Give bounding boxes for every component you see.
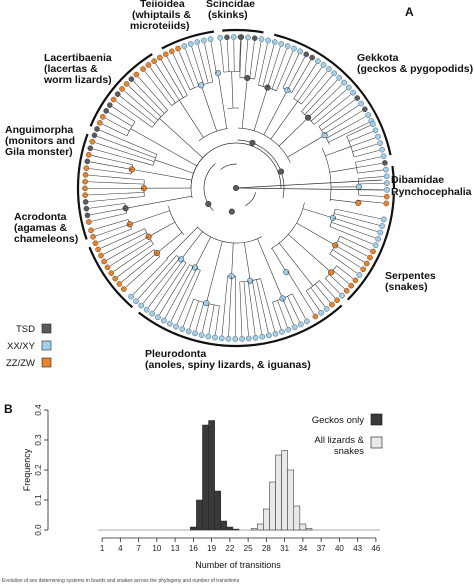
clade-label-lacertibaenia: Lacertibaenia (lacertas & worm lizards) (43, 52, 112, 86)
y-axis: 0.0 0.1 0.2 0.3 0.4 (34, 404, 49, 536)
bar-all-lizards-snakes (269, 481, 276, 531)
legend-swatch-all (370, 436, 383, 449)
svg-text:(snakes): (snakes) (385, 281, 428, 293)
x-tick-label: 37 (317, 544, 326, 553)
svg-text:(agamas &: (agamas & (14, 222, 68, 234)
y-tick-label: 0.3 (34, 434, 43, 446)
panel-b-label: B (4, 402, 13, 416)
clade-label-scincidae: Scincidae (skinks) (206, 0, 255, 21)
clade-label-acrodonta: Acrodonta (agamas & chameleons) (14, 211, 78, 245)
histogram-legend: Geckos only All lizards & snakes (312, 413, 383, 457)
x-tick-label: 4 (118, 544, 123, 553)
x-tick-label: 13 (171, 544, 180, 553)
x-tick-label: 25 (244, 544, 253, 553)
clade-label-rynchocephalia: Rynchocephalia (391, 186, 472, 198)
svg-text:(monitors and: (monitors and (5, 135, 75, 147)
svg-text:Acrodonta: Acrodonta (14, 211, 67, 223)
x-tick-label: 1 (100, 544, 105, 553)
legend-label-zzzw: ZZ/ZW (6, 358, 35, 369)
bar-geckos-only (190, 526, 197, 531)
bar-all-lizards-snakes (250, 528, 258, 531)
legend-swatch-zzzw (41, 357, 52, 368)
bar-all-lizards-snakes (263, 508, 270, 531)
clade-label-teiioidea: Teiioidea (whiptails & microteiids) (130, 0, 191, 32)
svg-text:Rynchocephalia: Rynchocephalia (391, 186, 472, 198)
svg-text:Pleurodonta: Pleurodonta (145, 348, 206, 360)
y-tick-label: 0.2 (34, 464, 43, 476)
clade-label-dibamidae: Dibamidae (391, 174, 444, 186)
phylogenetic-tree (82, 34, 390, 342)
legend-label-geckos: Geckos only (312, 415, 365, 426)
y-axis-label: Frequency (22, 448, 32, 491)
x-axis: 1 4 7 10 13 16 19 22 25 28 31 34 37 40 43 46 (100, 537, 381, 553)
bar-geckos-only (214, 490, 221, 531)
svg-text:Lacertibaenia: Lacertibaenia (44, 52, 112, 64)
svg-text:Dibamidae: Dibamidae (391, 174, 444, 186)
y-tick-label: 0.1 (34, 494, 43, 506)
bar-all-lizards-snakes (305, 528, 313, 531)
bar-geckos-only (226, 526, 234, 531)
clade-arcs (76, 28, 396, 348)
legend-swatch-tsd (41, 323, 52, 334)
legend-label-all: All lizards & (314, 435, 364, 446)
svg-text:Gekkota: Gekkota (357, 52, 399, 64)
legend-swatch-geckos (370, 413, 383, 426)
x-tick-label: 10 (152, 544, 161, 553)
bar-geckos-only (202, 424, 209, 531)
y-tick-label: 0.0 (34, 524, 43, 536)
svg-text:(skinks): (skinks) (208, 9, 248, 21)
legend-label-xxxy: XX/XY (7, 341, 36, 352)
bar-all-lizards-snakes (257, 523, 264, 531)
x-tick-label: 46 (371, 544, 380, 553)
svg-text:Gila monster): Gila monster) (5, 146, 73, 158)
clade-label-pleurodonta: Pleurodonta (anoles, spiny lizards, & ig… (145, 348, 311, 371)
svg-text:Serpentes: Serpentes (385, 270, 436, 282)
bar-geckos-only (196, 499, 203, 531)
svg-text:microteiids): microteiids) (130, 20, 190, 32)
bar-all-lizards-snakes (281, 450, 288, 531)
svg-text:Scincidae: Scincidae (206, 0, 255, 10)
legend-label-tsd: TSD (16, 324, 35, 335)
svg-text:(lacertas &: (lacertas & (44, 63, 98, 75)
svg-text:(anoles, spiny lizards, & igua: (anoles, spiny lizards, & iguanas) (145, 359, 311, 371)
svg-text:(geckos & pygopodids): (geckos & pygopodids) (357, 63, 473, 75)
x-tick-label: 31 (280, 544, 289, 553)
x-tick-label: 19 (207, 544, 216, 553)
legend-label-all-2: snakes (334, 446, 364, 457)
x-tick-label: 22 (225, 544, 234, 553)
svg-text:Teiioidea: Teiioidea (140, 0, 185, 10)
bar-all-lizards-snakes (293, 505, 301, 531)
svg-text:worm lizards): worm lizards) (43, 74, 112, 86)
x-tick-label: 7 (136, 544, 141, 553)
bar-geckos-only (232, 528, 240, 531)
histogram-bars (98, 420, 380, 531)
clade-label-anguimorpha: Anguimorpha (monitors and Gila monster) (5, 124, 75, 158)
clade-label-gekkota: Gekkota (geckos & pygopodids) (357, 52, 473, 75)
svg-text:Anguimorpha: Anguimorpha (5, 124, 73, 136)
legend-swatch-xxxy (41, 340, 52, 351)
y-tick-label: 0.4 (34, 404, 43, 416)
bar-geckos-only (220, 520, 228, 531)
bar-geckos-only (208, 420, 215, 531)
svg-text:chameleons): chameleons) (14, 233, 78, 245)
x-tick-label: 43 (353, 544, 362, 553)
x-tick-label: 40 (335, 544, 344, 553)
x-tick-label: 34 (298, 544, 307, 553)
svg-text:(whiptails &: (whiptails & (132, 9, 191, 21)
caption-fragment: Evolution of sex determining systems in … (2, 578, 240, 584)
clade-label-serpentes: Serpentes (snakes) (385, 270, 436, 293)
bar-all-lizards-snakes (287, 469, 295, 531)
x-axis-label: Number of transitions (195, 560, 281, 570)
bar-all-lizards-snakes (275, 454, 282, 531)
x-tick-label: 16 (189, 544, 198, 553)
transitions-histogram: 0.0 0.1 0.2 0.3 0.4 1 4 7 10 13 16 19 22 25 28 31 34 37 4… (22, 404, 381, 570)
x-tick-label: 28 (262, 544, 271, 553)
bar-all-lizards-snakes (299, 523, 307, 531)
panel-a-label: A (405, 5, 414, 19)
sex-determination-legend: TSD XX/XY ZZ/ZW (6, 323, 52, 369)
